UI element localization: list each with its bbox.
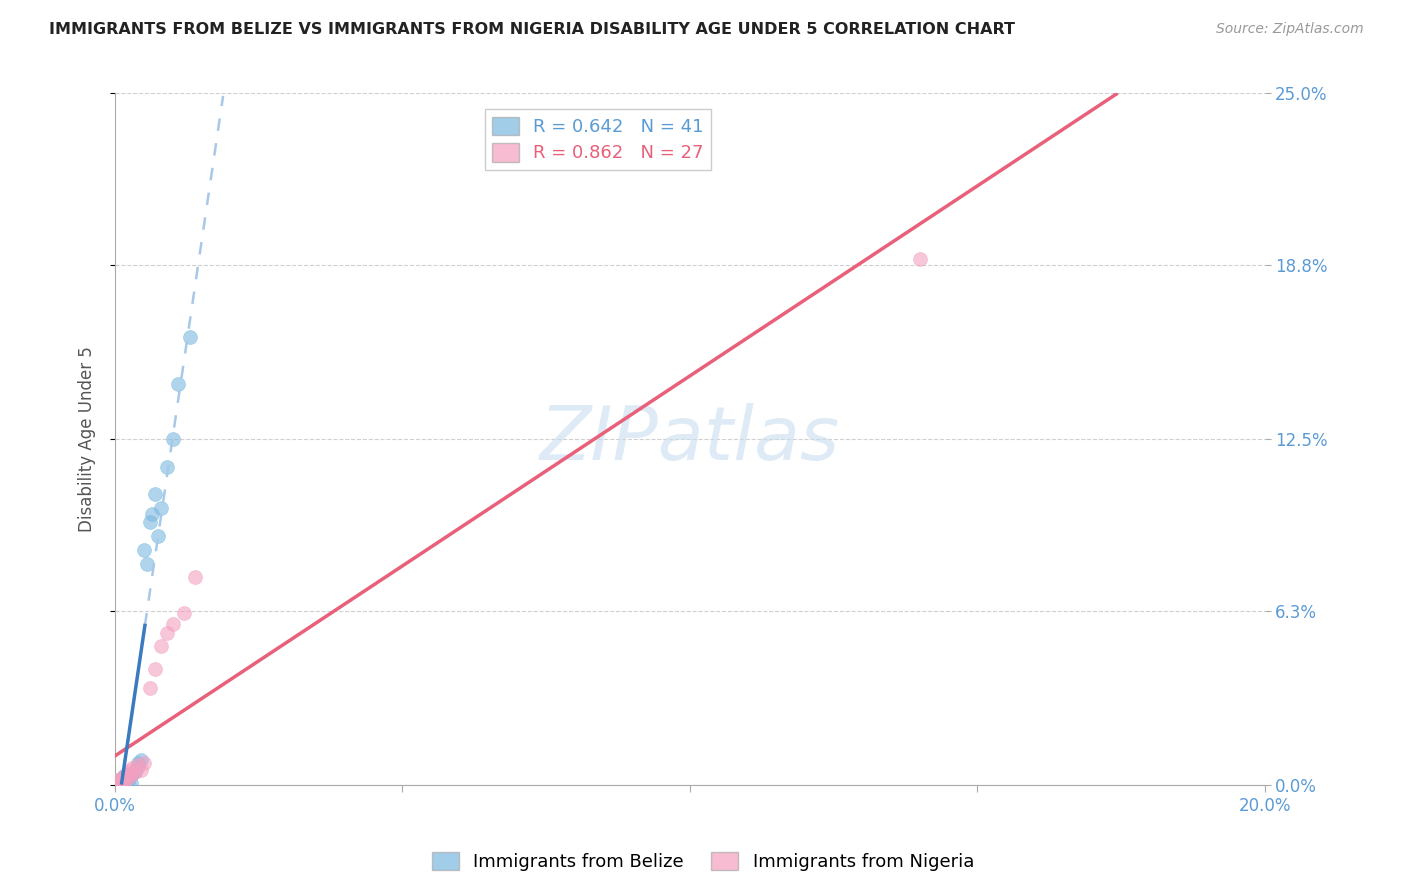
Point [110,776,132,790]
Point [110,773,132,788]
Point [118,764,141,778]
Point [108,775,131,789]
Point [104,776,127,790]
Point [120,768,142,782]
Point [162,432,184,446]
Point [107,774,129,789]
Point [138,681,160,695]
Point [150,640,173,654]
Point [107,776,129,790]
Point [117,771,139,785]
Point [112,769,135,783]
Point [121,766,143,780]
Point [156,459,179,474]
Point [107,772,129,787]
Point [127,758,149,772]
Point [114,772,136,787]
Legend: Immigrants from Belize, Immigrants from Nigeria: Immigrants from Belize, Immigrants from … [425,845,981,879]
Point [115,768,138,782]
Point [179,330,201,344]
Point [124,764,146,778]
Point [105,775,128,789]
Point [908,252,931,267]
Point [138,515,160,529]
Point [117,773,139,788]
Point [105,777,128,791]
Point [184,570,207,584]
Point [108,775,131,789]
Text: IMMIGRANTS FROM BELIZE VS IMMIGRANTS FROM NIGERIA DISABILITY AGE UNDER 5 CORRELA: IMMIGRANTS FROM BELIZE VS IMMIGRANTS FRO… [49,22,1015,37]
Point [156,625,179,640]
Point [107,776,129,790]
Point [118,771,141,785]
Point [150,501,173,516]
Point [108,775,131,789]
Point [146,529,169,543]
Point [107,778,129,792]
Point [132,542,155,557]
Point [121,761,143,775]
Point [110,772,132,787]
Point [114,774,136,789]
Point [105,777,128,791]
Point [167,376,190,391]
Text: ZIPatlas: ZIPatlas [540,403,839,475]
Point [115,775,138,789]
Point [112,775,135,789]
Point [104,773,127,788]
Point [111,771,134,785]
Point [105,775,128,789]
Legend: R = 0.642   N = 41, R = 0.862   N = 27: R = 0.642 N = 41, R = 0.862 N = 27 [485,110,711,169]
Point [173,607,195,621]
Point [129,763,152,777]
Point [127,756,149,770]
Point [115,766,138,780]
Point [124,765,146,780]
Point [112,769,135,783]
Point [141,507,163,521]
Text: Source: ZipAtlas.com: Source: ZipAtlas.com [1216,22,1364,37]
Point [143,662,166,676]
Point [143,487,166,501]
Point [111,772,134,787]
Point [132,756,155,770]
Point [111,775,134,789]
Point [108,773,131,788]
Point [111,776,134,790]
Point [162,617,184,632]
Point [120,776,142,790]
Point [105,777,128,791]
Point [104,776,127,790]
Point [104,775,127,789]
Point [125,761,148,775]
Point [129,753,152,767]
Point [108,777,131,791]
Point [135,557,157,571]
Y-axis label: Disability Age Under 5: Disability Age Under 5 [79,346,96,532]
